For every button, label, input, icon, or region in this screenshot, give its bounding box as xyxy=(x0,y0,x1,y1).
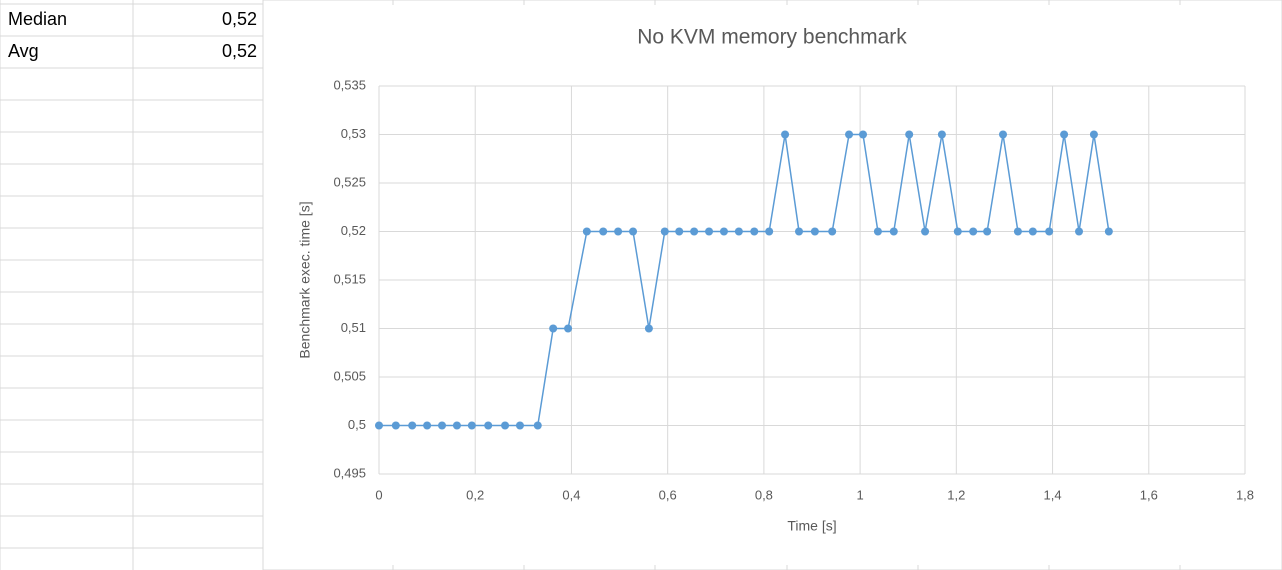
data-point xyxy=(614,227,623,236)
data-point xyxy=(533,421,542,430)
y-tick-label: 0,535 xyxy=(333,77,366,92)
data-point xyxy=(549,324,558,333)
x-tick-label: 0,8 xyxy=(755,487,773,502)
cell-text: 0,52 xyxy=(222,9,257,29)
data-point xyxy=(1089,130,1098,139)
data-point xyxy=(599,227,608,236)
data-point xyxy=(953,227,962,236)
data-point xyxy=(1075,227,1084,236)
data-point xyxy=(1013,227,1022,236)
y-tick-label: 0,5 xyxy=(348,417,366,432)
data-point xyxy=(1104,227,1113,236)
x-tick-label: 1,4 xyxy=(1044,487,1062,502)
data-point xyxy=(858,130,867,139)
data-point xyxy=(1028,227,1037,236)
x-tick-label: 0 xyxy=(375,487,382,502)
data-point xyxy=(1045,227,1054,236)
data-point xyxy=(983,227,992,236)
data-point xyxy=(391,421,400,430)
data-point xyxy=(484,421,493,430)
chart-title: No KVM memory benchmark xyxy=(637,26,907,49)
y-tick-label: 0,52 xyxy=(341,223,366,238)
data-point xyxy=(845,130,854,139)
data-point xyxy=(937,130,946,139)
data-point xyxy=(438,421,447,430)
data-point xyxy=(675,227,684,236)
data-point xyxy=(999,130,1008,139)
y-axis-label: Benchmark exec. time [s] xyxy=(297,201,313,358)
x-tick-label: 0,2 xyxy=(466,487,484,502)
data-point xyxy=(810,227,819,236)
y-tick-label: 0,505 xyxy=(333,368,366,383)
data-point xyxy=(501,421,510,430)
data-point xyxy=(690,227,699,236)
data-point xyxy=(828,227,837,236)
y-tick-label: 0,53 xyxy=(341,126,366,141)
data-point xyxy=(644,324,653,333)
chart-area xyxy=(262,0,1282,570)
data-point xyxy=(734,227,743,236)
data-point xyxy=(515,421,524,430)
y-tick-label: 0,515 xyxy=(333,271,366,286)
data-point xyxy=(452,421,461,430)
data-point xyxy=(781,130,790,139)
data-point xyxy=(408,421,417,430)
data-point xyxy=(765,227,774,236)
data-point xyxy=(705,227,714,236)
data-point xyxy=(905,130,914,139)
y-tick-label: 0,495 xyxy=(333,465,366,480)
x-axis-label: Time [s] xyxy=(787,518,836,534)
x-tick-label: 0,6 xyxy=(659,487,677,502)
data-point xyxy=(375,421,383,430)
data-point xyxy=(795,227,804,236)
x-tick-label: 1,8 xyxy=(1236,487,1254,502)
data-point xyxy=(582,227,591,236)
x-tick-label: 0,4 xyxy=(562,487,580,502)
y-tick-label: 0,51 xyxy=(341,320,366,335)
data-point xyxy=(660,227,669,236)
y-tick-label: 0,525 xyxy=(333,174,366,189)
data-point xyxy=(1060,130,1069,139)
data-point xyxy=(873,227,882,236)
cell-text: 0,52 xyxy=(222,41,257,61)
cell-text: Avg xyxy=(8,41,39,61)
data-point xyxy=(423,421,432,430)
data-point xyxy=(629,227,638,236)
x-tick-label: 1,6 xyxy=(1140,487,1158,502)
data-point xyxy=(467,421,476,430)
data-point xyxy=(750,227,759,236)
data-point xyxy=(719,227,728,236)
x-tick-label: 1,2 xyxy=(947,487,965,502)
data-point xyxy=(889,227,898,236)
data-point xyxy=(564,324,573,333)
data-point xyxy=(921,227,930,236)
cell-text: Median xyxy=(8,9,67,29)
data-point xyxy=(969,227,978,236)
x-tick-label: 1 xyxy=(856,487,863,502)
